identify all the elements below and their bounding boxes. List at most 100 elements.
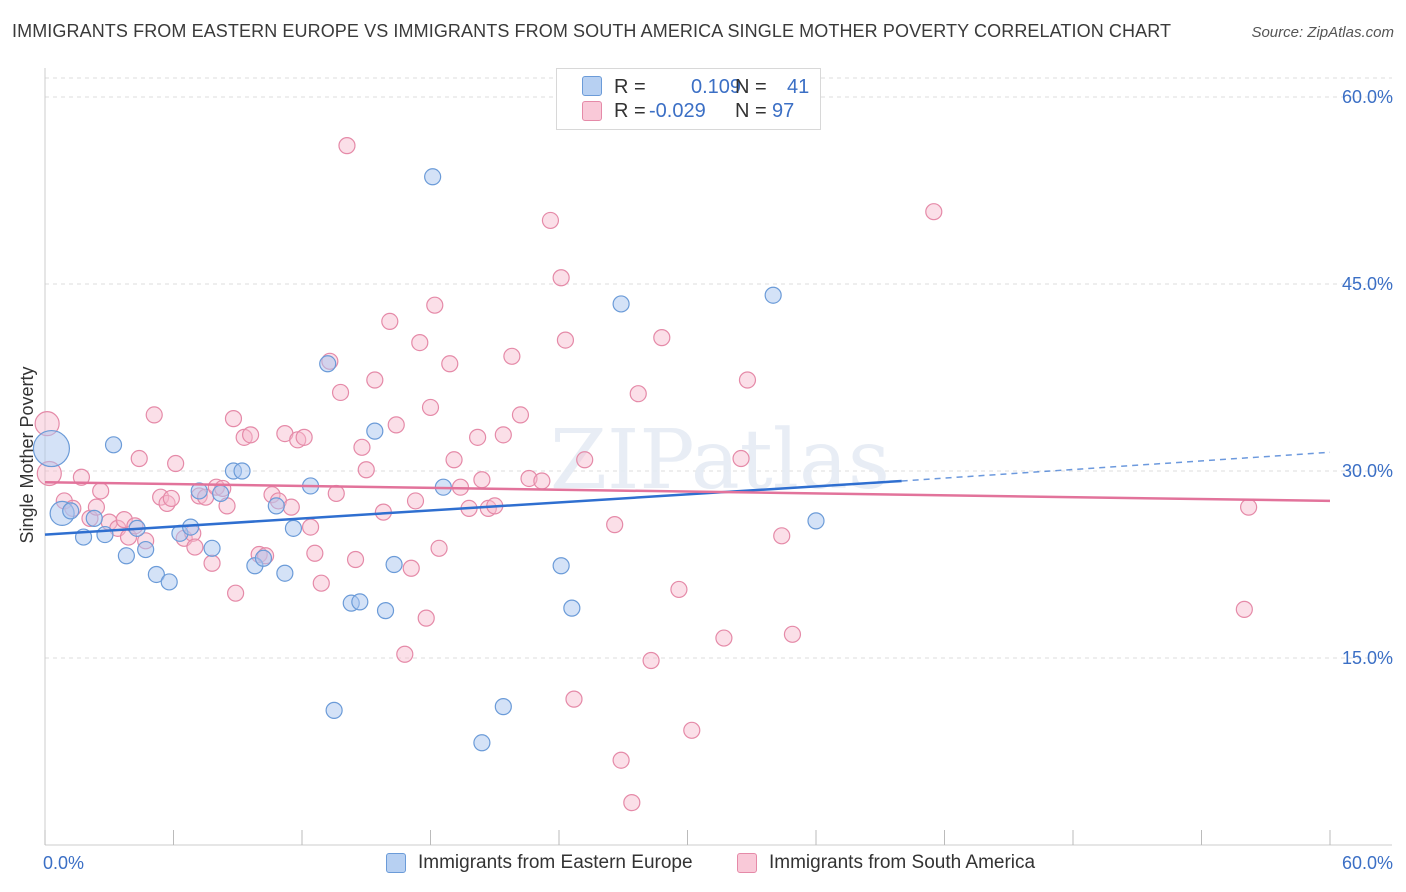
series-legend: Immigrants from Eastern Europe Immigrant… [0,852,1406,878]
data-point-south-america [357,461,375,479]
legend-swatch-blue [582,76,602,96]
data-point-eastern-europe [212,484,230,503]
data-point-eastern-europe [284,519,303,537]
data-point-eastern-europe [203,539,221,557]
legend-n-label: N = [735,76,767,98]
data-point-south-america [503,347,521,365]
data-point-south-america [167,454,185,473]
trend-lines [44,451,1331,536]
data-point-south-america [312,574,330,592]
data-point-south-america [396,645,414,663]
legend-swatch-blue [386,853,406,873]
data-point-eastern-europe [96,525,114,544]
source-label: Source: ZipAtlas.com [1251,24,1394,41]
data-point-south-america [115,511,133,529]
data-point-eastern-europe [494,698,512,716]
data-point-south-america [925,203,943,221]
data-point-south-america [494,426,512,444]
data-point-south-america [715,629,733,647]
data-point-eastern-europe [267,497,285,515]
data-point-south-america [366,371,384,389]
data-point-south-america [411,333,429,352]
data-point-south-america [445,451,463,469]
y-tick-labels: 15.0% 30.0% 45.0% 60.0% [1342,87,1393,668]
data-point-south-america [242,426,260,444]
data-point-eastern-europe [147,565,165,584]
data-point-eastern-europe [473,734,491,752]
data-point-south-america [421,398,440,417]
legend-swatch-pink [737,853,757,873]
data-point-south-america [72,468,91,486]
data-point-south-america [145,406,163,424]
data-point-south-america [783,625,802,643]
data-point-south-america [653,329,671,347]
data-point-south-america [683,721,701,739]
data-point-south-america [92,482,110,500]
data-point-south-america [327,484,345,503]
data-point-south-america [381,312,399,330]
data-point-south-america [565,690,583,708]
data-point-south-america [556,331,575,349]
data-point-south-america [520,469,538,488]
legend-r-label: R = [614,76,646,98]
legend-r-value: -0.029 [649,100,706,122]
legend-label: Immigrants from South America [769,852,1036,873]
trend-line-eastern-europe [44,479,902,536]
data-point-eastern-europe [366,422,384,440]
legend-r-label: R = [614,100,646,122]
data-point-south-america [642,651,660,670]
data-point-eastern-europe [117,547,135,565]
y-tick-label: 15.0% [1342,648,1393,668]
data-point-eastern-europe [424,168,442,186]
legend-n-value: 97 [772,100,795,122]
data-point-south-america [338,137,356,155]
data-point-eastern-europe [182,518,200,536]
data-point-south-america [773,527,791,545]
data-point-south-america [387,416,405,434]
data-point-eastern-europe [276,564,294,582]
data-point-south-america [227,584,245,602]
data-point-eastern-europe [807,512,825,530]
data-point-south-america [430,539,448,557]
legend-row-south-america: R = -0.029 N = 97 [557,100,820,130]
data-point-south-america [629,385,647,403]
data-point-south-america [1235,600,1253,618]
data-point-eastern-europe [764,286,782,304]
data-point-south-america [473,471,491,489]
data-point-south-america [732,449,750,468]
legend-n-label: N = [735,100,767,122]
data-point-eastern-europe [325,701,343,719]
data-point-south-america [353,438,371,456]
x-tick-label: 60.0% [1342,853,1393,873]
data-point-eastern-europe [552,557,570,575]
data-point-south-america [295,428,313,446]
data-point-south-america [186,538,204,556]
data-point-south-america [511,406,530,424]
y-tick-label: 60.0% [1342,87,1393,107]
data-point-south-america [306,544,324,562]
data-point-south-america [224,410,243,428]
data-point-south-america [1240,498,1258,516]
data-point-eastern-europe [351,593,369,611]
data-point-eastern-europe [190,482,208,500]
data-point-south-america [469,428,487,446]
data-point-eastern-europe [137,540,155,559]
data-point-eastern-europe [385,555,403,574]
legend-r-value: 0.109 [691,76,742,98]
legend-n-value: 41 [787,76,810,98]
grid-lines [45,77,1392,659]
y-tick-label: 45.0% [1342,274,1393,294]
data-point-eastern-europe [319,355,337,373]
data-point-eastern-europe [563,599,581,617]
data-point-south-america [130,449,148,468]
data-point-eastern-europe [254,549,273,567]
data-point-south-america [623,794,641,812]
data-point-south-america [541,211,560,230]
data-point-south-america [402,559,420,577]
data-point-eastern-europe [62,502,80,520]
data-point-south-america [162,489,180,508]
legend-label: Immigrants from Eastern Europe [418,852,693,873]
data-point-south-america [282,498,300,516]
data-point-south-america [406,492,425,510]
data-point-south-america [417,609,435,627]
